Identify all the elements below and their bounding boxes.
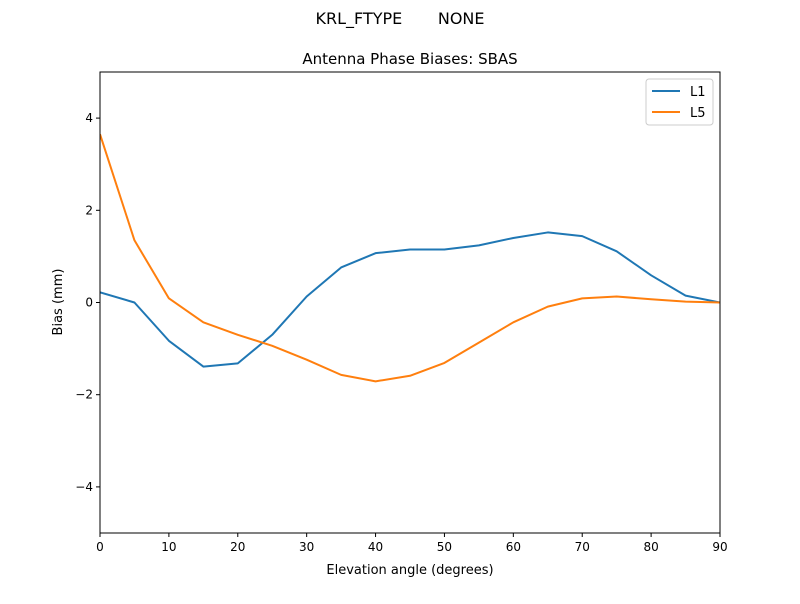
y-tick-label: −4 bbox=[75, 480, 93, 494]
x-tick-label: 30 bbox=[299, 540, 314, 554]
y-tick-label: 4 bbox=[85, 111, 93, 125]
x-tick-label: 50 bbox=[437, 540, 452, 554]
x-axis-label: Elevation angle (degrees) bbox=[326, 563, 493, 578]
legend-label-L5: L5 bbox=[690, 106, 706, 121]
figure-suptitle: KRL_FTYPE NONE bbox=[316, 9, 485, 29]
x-tick-label: 70 bbox=[575, 540, 590, 554]
x-tick-label: 90 bbox=[712, 540, 727, 554]
x-tick-label: 60 bbox=[506, 540, 521, 554]
series-line-L5 bbox=[100, 133, 720, 383]
y-tick-label: −2 bbox=[75, 388, 93, 402]
x-tick-label: 10 bbox=[161, 540, 176, 554]
y-axis-label: Bias (mm) bbox=[51, 269, 66, 336]
x-tick-label: 80 bbox=[643, 540, 658, 554]
y-tick-label: 2 bbox=[85, 203, 93, 217]
axes-frame bbox=[99, 71, 721, 534]
x-tick-label: 20 bbox=[230, 540, 245, 554]
x-tick-label: 0 bbox=[96, 540, 104, 554]
series-line-L1 bbox=[100, 231, 720, 368]
x-tick-label: 40 bbox=[368, 540, 383, 554]
legend-label-L1: L1 bbox=[690, 85, 706, 100]
plot-area: 0 10 20 30 40 50 60 70 80 90 −4 −2 0 2 4 L1 L5 bbox=[75, 71, 728, 554]
chart-title: Antenna Phase Biases: SBAS bbox=[302, 50, 517, 68]
y-tick-label: 0 bbox=[85, 296, 93, 310]
